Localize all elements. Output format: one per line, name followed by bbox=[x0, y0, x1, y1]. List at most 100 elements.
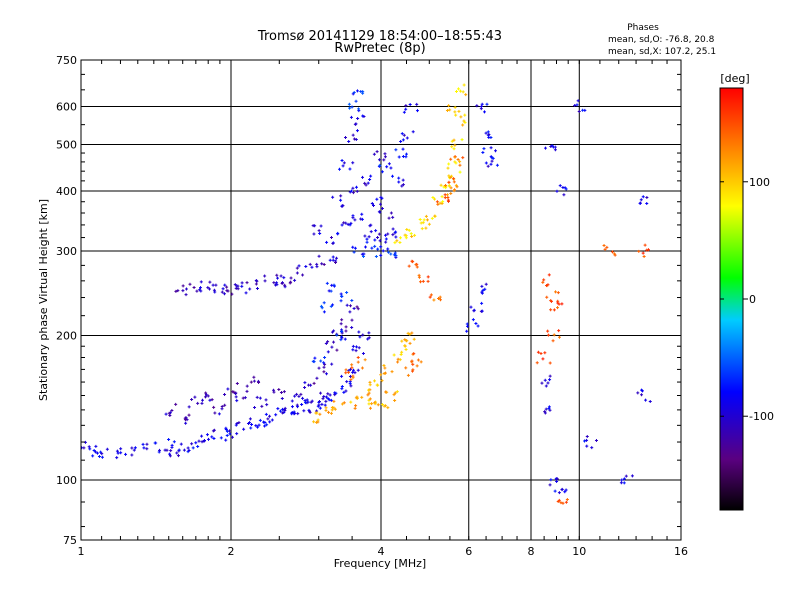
data-point bbox=[399, 139, 403, 143]
data-point bbox=[576, 99, 580, 103]
data-point bbox=[240, 281, 244, 285]
data-point bbox=[295, 392, 299, 396]
data-point bbox=[480, 309, 484, 313]
data-point bbox=[373, 402, 377, 406]
data-point bbox=[325, 281, 329, 285]
data-point bbox=[422, 218, 426, 222]
data-point bbox=[241, 396, 245, 400]
data-point bbox=[356, 355, 360, 359]
data-point bbox=[447, 162, 451, 166]
data-point bbox=[348, 367, 352, 371]
data-point bbox=[220, 290, 224, 294]
data-point bbox=[453, 143, 457, 147]
data-point bbox=[404, 366, 408, 370]
data-point bbox=[453, 188, 457, 192]
data-point bbox=[326, 392, 330, 396]
data-point bbox=[463, 113, 467, 117]
data-point bbox=[279, 390, 283, 394]
data-point bbox=[428, 295, 432, 299]
x-tick-label: 2 bbox=[228, 545, 235, 558]
data-point bbox=[483, 287, 487, 291]
data-point bbox=[427, 222, 431, 226]
data-point bbox=[390, 174, 394, 178]
data-point bbox=[327, 398, 331, 402]
data-point bbox=[354, 99, 358, 103]
y-tick-label: 750 bbox=[56, 54, 77, 67]
data-point bbox=[639, 198, 643, 202]
data-point bbox=[168, 413, 172, 417]
data-point bbox=[344, 136, 348, 140]
data-point bbox=[367, 388, 371, 392]
data-point bbox=[208, 398, 212, 402]
data-point bbox=[352, 368, 356, 372]
data-point bbox=[339, 322, 343, 326]
data-point bbox=[424, 214, 428, 218]
data-point bbox=[73, 449, 76, 452]
data-point bbox=[263, 279, 267, 283]
data-point bbox=[553, 489, 557, 493]
x-tick-label: 6 bbox=[465, 545, 472, 558]
data-point bbox=[458, 170, 462, 174]
data-point bbox=[235, 382, 239, 386]
data-point bbox=[459, 115, 463, 119]
data-point bbox=[312, 381, 316, 385]
data-point bbox=[563, 490, 567, 494]
data-point bbox=[564, 488, 568, 492]
data-point bbox=[557, 302, 561, 306]
data-point bbox=[547, 273, 551, 277]
data-point bbox=[431, 196, 435, 200]
data-point bbox=[282, 276, 286, 280]
data-point bbox=[637, 249, 641, 253]
data-point bbox=[319, 359, 323, 363]
data-point bbox=[554, 290, 558, 294]
data-point bbox=[361, 333, 365, 337]
data-point bbox=[270, 418, 274, 422]
data-point bbox=[275, 283, 279, 287]
data-point bbox=[367, 336, 371, 340]
data-point bbox=[449, 175, 453, 179]
data-point bbox=[352, 137, 356, 141]
data-point bbox=[332, 399, 336, 403]
data-point bbox=[207, 437, 211, 441]
data-point bbox=[556, 306, 560, 310]
data-point bbox=[347, 102, 351, 106]
data-point bbox=[349, 400, 353, 404]
data-point bbox=[225, 434, 229, 438]
data-point bbox=[205, 433, 209, 437]
data-point bbox=[88, 447, 92, 451]
data-point bbox=[260, 404, 264, 408]
data-point bbox=[328, 258, 332, 262]
data-point bbox=[624, 474, 628, 478]
data-point bbox=[339, 292, 343, 296]
data-point bbox=[489, 162, 493, 166]
data-point bbox=[212, 428, 216, 432]
data-point bbox=[453, 105, 457, 109]
data-point bbox=[448, 108, 452, 112]
data-point bbox=[308, 410, 312, 414]
data-point bbox=[545, 295, 549, 299]
data-point bbox=[235, 432, 239, 436]
data-point bbox=[389, 166, 393, 170]
data-point bbox=[348, 167, 352, 171]
data-point bbox=[334, 260, 338, 264]
data-point bbox=[190, 397, 194, 401]
data-point bbox=[644, 398, 648, 402]
data-point bbox=[213, 411, 217, 415]
data-point bbox=[358, 335, 362, 339]
data-point bbox=[384, 233, 388, 237]
data-point bbox=[303, 385, 307, 389]
data-point bbox=[311, 359, 315, 363]
data-point bbox=[290, 399, 294, 403]
data-point bbox=[410, 331, 414, 335]
data-point bbox=[200, 440, 204, 444]
data-point bbox=[456, 87, 460, 91]
data-point bbox=[414, 263, 418, 267]
data-point bbox=[353, 246, 357, 250]
data-point bbox=[222, 292, 226, 296]
data-point bbox=[289, 276, 293, 280]
data-point bbox=[543, 351, 547, 355]
data-point bbox=[313, 224, 317, 228]
data-point bbox=[373, 244, 377, 248]
data-point bbox=[421, 279, 425, 283]
data-point bbox=[397, 176, 401, 180]
